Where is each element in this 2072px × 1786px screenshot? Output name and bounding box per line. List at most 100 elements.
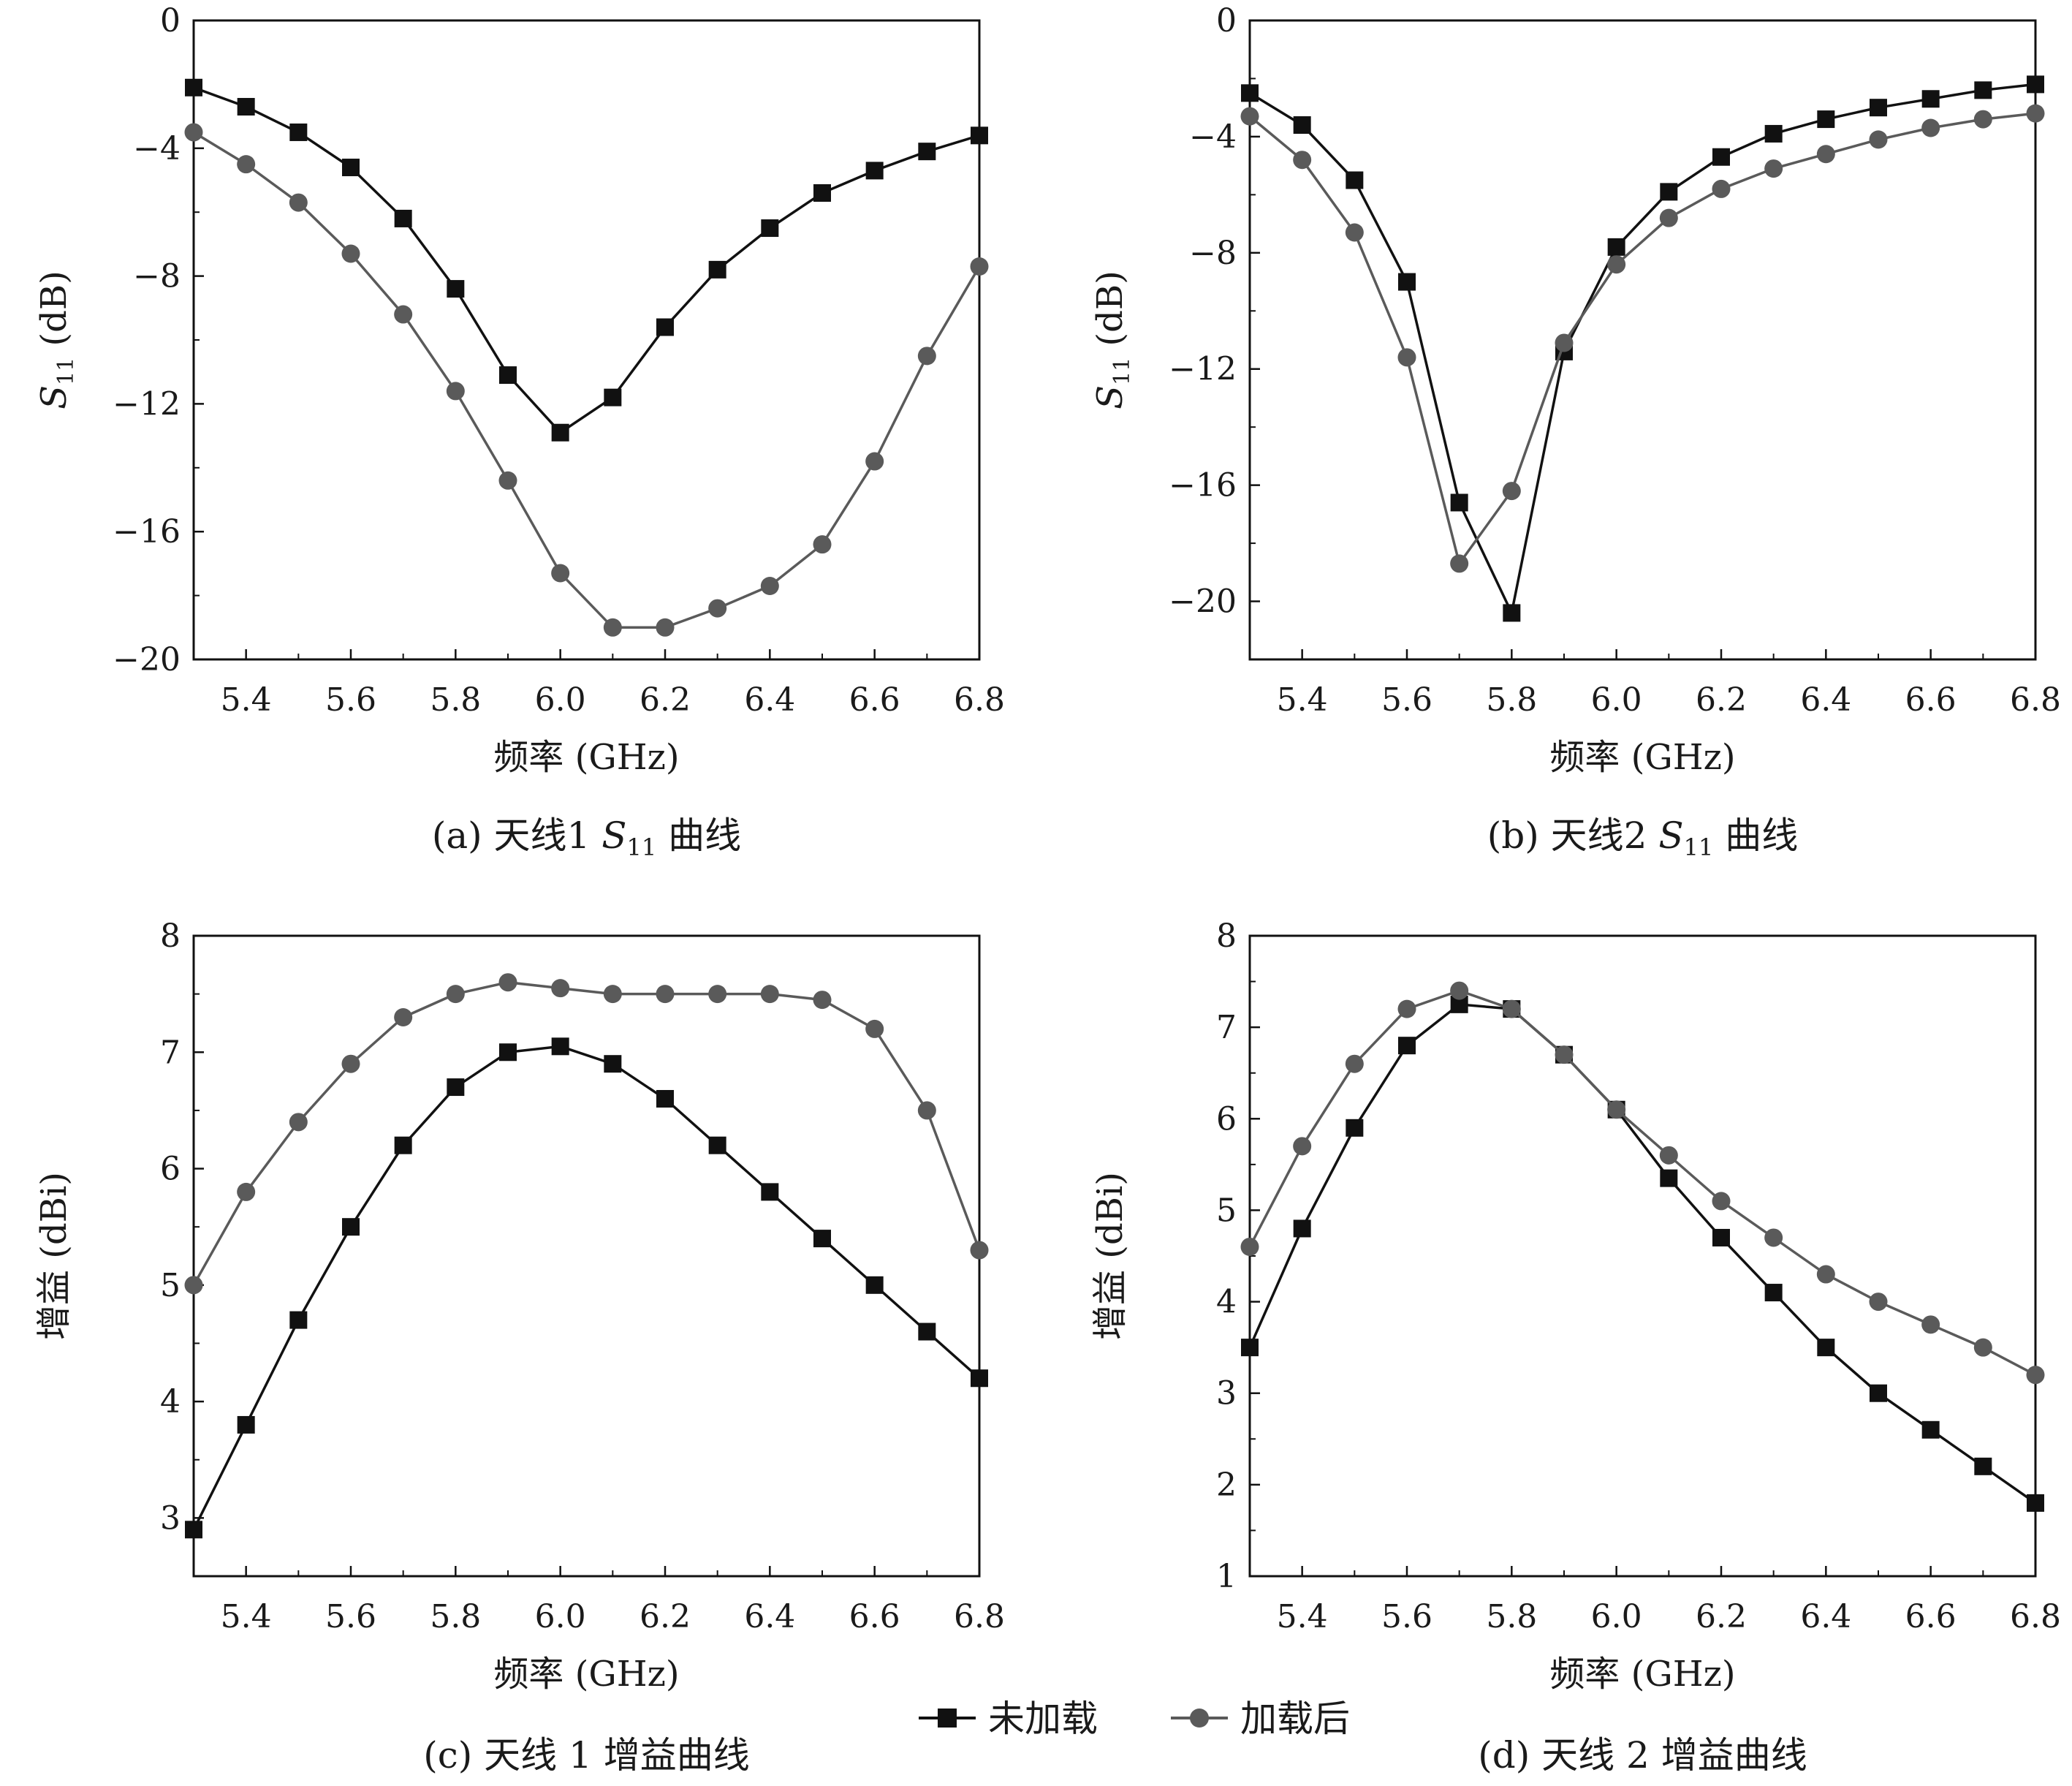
x-tick-label: 5.8	[1486, 681, 1537, 719]
data-point	[1503, 604, 1521, 622]
data-point	[1817, 110, 1835, 129]
data-point	[237, 97, 255, 116]
data-point	[1346, 171, 1364, 189]
data-point	[1346, 1119, 1364, 1137]
data-point	[498, 471, 517, 490]
y-tick-label: 3	[160, 1499, 181, 1537]
y-tick-label: 3	[1216, 1375, 1237, 1412]
panel-caption: (b) 天线2 S11 曲线	[1487, 814, 1799, 861]
data-point	[971, 126, 988, 145]
chart-panel-a: 5.4 5.6 5.8 6.0 6.2 6.4 6.6 6.8 0 −4 −8 −12 −16 −20 频率…	[34, 2, 1005, 861]
data-point	[1974, 81, 1992, 99]
data-point	[1502, 482, 1521, 501]
data-point	[394, 1136, 412, 1154]
data-point	[184, 1276, 203, 1295]
data-point	[1660, 1169, 1678, 1187]
data-point	[394, 209, 412, 227]
x-tick-label: 6.6	[1905, 1598, 1957, 1635]
data-point	[1870, 99, 1887, 117]
data-point	[656, 985, 675, 1004]
data-point	[1241, 84, 1259, 102]
y-tick-label: −8	[1189, 235, 1237, 272]
data-point	[1293, 1219, 1311, 1238]
data-point	[341, 1054, 360, 1073]
legend-marker-loaded	[1190, 1709, 1209, 1728]
series-loaded	[1240, 981, 2045, 1385]
y-tick-label: 7	[160, 1034, 181, 1071]
y-tick-label: −16	[113, 513, 181, 550]
data-point	[1660, 183, 1678, 201]
data-point	[1240, 1237, 1259, 1256]
y-tick-label: −12	[113, 385, 181, 423]
data-point	[1869, 130, 1888, 149]
data-point	[1712, 1192, 1731, 1211]
data-point	[341, 244, 360, 263]
data-point	[865, 452, 884, 471]
y-axis-unit: (dB)	[1090, 270, 1131, 357]
x-tick-label: 6.8	[954, 1598, 1005, 1635]
y-tick-label: 0	[1216, 2, 1237, 39]
x-tick-label: 6.4	[1800, 681, 1851, 719]
data-point	[1345, 223, 1364, 242]
panel-caption: (a) 天线1 S11 曲线	[432, 814, 741, 861]
data-point	[1870, 1384, 1887, 1402]
y-tick-label: 5	[1216, 1192, 1237, 1229]
caption-prefix: (a) 天线1	[432, 814, 602, 857]
data-point	[1869, 1293, 1888, 1312]
x-tick-label: 6.6	[1905, 681, 1957, 719]
data-point	[918, 1323, 936, 1341]
data-point	[2026, 1366, 2045, 1385]
data-point	[237, 1415, 255, 1434]
data-point	[394, 305, 413, 324]
data-point	[1293, 116, 1311, 135]
x-tick-label: 5.4	[221, 1598, 272, 1635]
x-tick-label: 6.0	[535, 681, 586, 719]
y-axis-sub: 11	[53, 357, 79, 385]
data-point	[1921, 118, 1940, 137]
data-point	[1712, 148, 1730, 166]
x-tick-label: 5.6	[1381, 681, 1432, 719]
y-tick-label: −12	[1169, 351, 1237, 388]
data-point	[760, 985, 779, 1004]
data-point	[604, 388, 622, 406]
data-point	[447, 1078, 465, 1097]
x-tick-label: 6.8	[2010, 1598, 2061, 1635]
series-loaded	[1240, 104, 2045, 573]
x-tick-label: 5.4	[1277, 681, 1328, 719]
data-point	[237, 155, 256, 174]
data-point	[1921, 1420, 1940, 1439]
chart-panel-d: 5.4 5.6 5.8 6.0 6.2 6.4 6.6 6.8 1 2 3 4 5 6 7 8 频率 (GHz)…	[1090, 917, 2061, 1776]
data-point	[1817, 1339, 1835, 1357]
caption-prefix: (b) 天线2	[1487, 814, 1659, 857]
x-tick-label: 6.8	[954, 681, 1005, 719]
data-point	[1397, 999, 1416, 1018]
data-point	[603, 985, 622, 1004]
data-point	[289, 193, 308, 212]
data-point	[2026, 104, 2045, 123]
series-unloaded	[1241, 995, 2044, 1512]
data-point	[551, 564, 570, 583]
series-line	[1248, 989, 2036, 1377]
data-point	[1241, 1339, 1259, 1357]
data-point	[1607, 255, 1626, 274]
data-point	[342, 159, 360, 177]
data-point	[394, 1007, 413, 1026]
caption-suffix: 曲线	[1713, 814, 1798, 857]
x-tick-label: 6.2	[1696, 1598, 1747, 1635]
x-tick-label: 6.6	[849, 1598, 900, 1635]
x-tick-label: 6.2	[640, 681, 691, 719]
data-point	[656, 318, 674, 336]
data-point	[1712, 179, 1731, 198]
data-point	[1712, 1228, 1730, 1246]
x-axis-label: 频率 (GHz)	[1549, 1654, 1735, 1695]
y-tick-label: 8	[1216, 917, 1237, 955]
y-tick-label: −8	[133, 258, 181, 295]
y-tick-label: −20	[113, 641, 181, 678]
y-tick-label: 2	[1216, 1467, 1237, 1504]
data-point	[656, 1089, 674, 1108]
data-point	[1816, 145, 1835, 164]
series-loaded	[184, 123, 989, 637]
panel-caption: (d) 天线 2 增益曲线	[1478, 1734, 1807, 1776]
data-point	[1973, 1338, 1992, 1357]
